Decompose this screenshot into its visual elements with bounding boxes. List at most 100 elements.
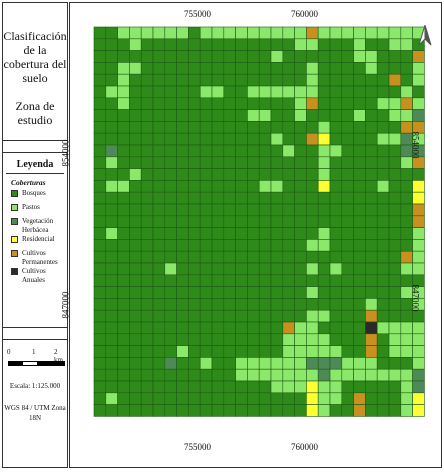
cell-bosques — [388, 274, 402, 287]
cell-pastos — [258, 109, 272, 122]
cell-bosques — [176, 227, 189, 240]
cell-pastos — [247, 357, 260, 370]
land-cover-map[interactable] — [70, 3, 441, 467]
cell-bosques — [117, 191, 130, 205]
cell-bosques — [105, 298, 118, 311]
cell-bosques — [270, 392, 284, 405]
cell-pastos — [117, 62, 130, 75]
cell-bosques — [199, 191, 213, 205]
cell-bosques — [140, 404, 154, 417]
cell-pastos — [129, 168, 142, 181]
cell-bosques — [235, 203, 248, 217]
map-frame[interactable] — [69, 2, 442, 468]
cell-bosques — [235, 380, 248, 394]
cell-bosques — [152, 380, 166, 394]
cell-bosques — [294, 286, 307, 299]
cell-bosques — [223, 85, 236, 99]
sidebar-panel: Clasificación de la cobertura del suelo … — [2, 2, 68, 468]
cell-pastos — [412, 62, 425, 75]
cell-pastos — [294, 380, 307, 394]
cell-vegetacion — [329, 357, 343, 370]
cell-bosques — [376, 73, 390, 87]
cell-bosques — [93, 109, 107, 122]
cell-bosques — [247, 227, 260, 240]
cell-bosques — [188, 38, 201, 51]
legend-label-cultivos-anuales: Cultivos Anuales — [22, 267, 46, 284]
cell-bosques — [93, 85, 107, 99]
cell-vegetacion — [317, 357, 331, 370]
cell-cultivos-permanentes — [388, 73, 402, 87]
cell-bosques — [258, 97, 272, 110]
cell-bosques — [388, 144, 402, 158]
cell-bosques — [388, 62, 402, 75]
cell-bosques — [188, 274, 201, 287]
cell-bosques — [140, 144, 154, 158]
cell-pastos — [400, 368, 413, 382]
cell-pastos — [235, 26, 248, 40]
cell-pastos — [400, 333, 413, 346]
cell-bosques — [258, 215, 272, 228]
cell-bosques — [164, 380, 177, 394]
cell-bosques — [93, 404, 107, 417]
cell-bosques — [223, 156, 236, 169]
cell-pastos — [282, 357, 295, 370]
cell-pastos — [317, 333, 331, 346]
legend-label-pastos: Pastos — [22, 203, 40, 211]
cell-residencial — [317, 132, 331, 146]
cell-pastos — [329, 380, 343, 394]
cell-bosques — [282, 191, 295, 205]
cell-bosques — [105, 250, 118, 264]
cell-bosques — [317, 274, 331, 287]
cell-bosques — [270, 203, 284, 217]
cell-bosques — [341, 191, 354, 205]
cell-bosques — [329, 85, 343, 99]
cell-bosques — [247, 333, 260, 346]
cell-vegetacion — [412, 368, 425, 382]
cell-bosques — [223, 191, 236, 205]
cell-vegetacion — [317, 368, 331, 382]
cell-pastos — [365, 298, 378, 311]
cell-bosques — [258, 333, 272, 346]
cell-bosques — [353, 215, 366, 228]
cell-cultivos-permanentes — [282, 321, 295, 335]
cell-bosques — [306, 298, 319, 311]
scale-section: 0 1 2 km Escala: 1:125.000 WGS 84 / UTM … — [3, 339, 67, 469]
cell-bosques — [129, 298, 142, 311]
cell-bosques — [365, 203, 378, 217]
cell-bosques — [247, 215, 260, 228]
cell-bosques — [341, 38, 354, 51]
cell-bosques — [164, 50, 177, 63]
cell-bosques — [235, 168, 248, 181]
cell-bosques — [93, 144, 107, 158]
cell-bosques — [117, 404, 130, 417]
cell-bosques — [365, 85, 378, 99]
legend-divider — [6, 173, 64, 174]
cell-bosques — [176, 121, 189, 134]
cell-bosques — [258, 132, 272, 146]
cell-bosques — [306, 168, 319, 181]
cell-pastos — [412, 357, 425, 370]
cell-bosques — [223, 227, 236, 240]
cell-bosques — [365, 262, 378, 276]
cell-pastos — [282, 144, 295, 158]
cell-bosques — [164, 309, 177, 323]
cell-bosques — [247, 345, 260, 358]
cell-pastos — [282, 85, 295, 99]
cell-bosques — [247, 392, 260, 405]
cell-bosques — [223, 345, 236, 358]
cell-bosques — [176, 85, 189, 99]
legend-item-cultivos-anuales: Cultivos Anuales — [3, 267, 67, 285]
cell-bosques — [140, 180, 154, 193]
cell-bosques — [188, 392, 201, 405]
cell-pastos — [376, 26, 390, 40]
cell-bosques — [211, 404, 225, 417]
cell-bosques — [223, 309, 236, 323]
cell-bosques — [117, 345, 130, 358]
cell-bosques — [270, 286, 284, 299]
cell-bosques — [129, 121, 142, 134]
cell-bosques — [211, 380, 225, 394]
cell-bosques — [341, 97, 354, 110]
cell-pastos — [294, 321, 307, 335]
cell-bosques — [176, 250, 189, 264]
cell-bosques — [176, 203, 189, 217]
